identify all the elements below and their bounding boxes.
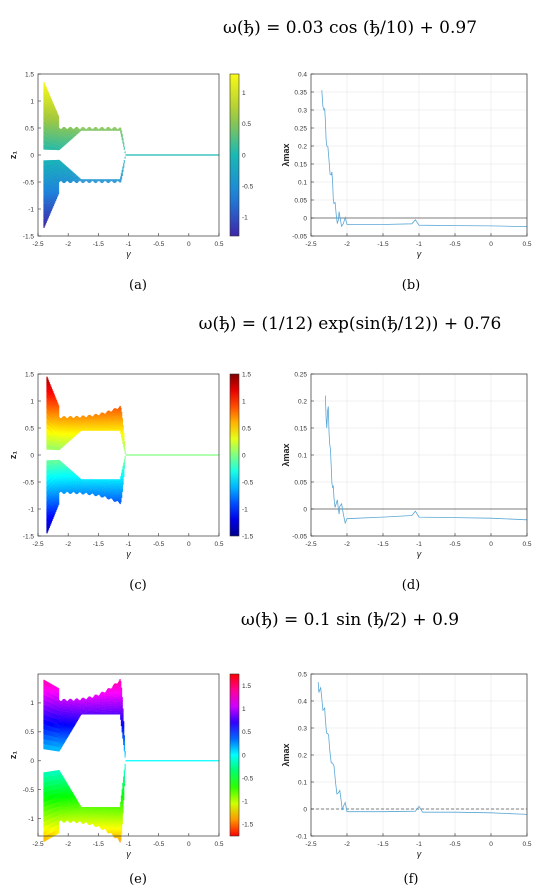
y-tick-label: 0.4 [298, 71, 307, 78]
y-tick-label: 0.35 [294, 89, 307, 96]
formula-row-3: ω(ђ) = 0.1 sin (ђ/2) + 0.9 [240, 610, 460, 630]
y-tick-label: -1.5 [23, 233, 35, 240]
y-tick-label: -1 [28, 206, 34, 213]
y-axis-label: z₁ [8, 151, 18, 160]
y-tick-label: 0 [30, 152, 34, 159]
y-tick-label: 0.25 [294, 125, 307, 132]
x-tick-label: -1.5 [93, 241, 105, 248]
y-tick-label: 0.15 [294, 161, 307, 168]
x-tick-label: -1.5 [377, 241, 389, 248]
x-tick-label: -1 [416, 241, 422, 248]
x-tick-label: -1 [126, 241, 132, 248]
formula-row-1: ω(ђ) = 0.03 cos (ђ/10) + 0.97 [222, 18, 478, 38]
colorbar-tick-label: 1 [242, 90, 246, 97]
x-tick-label: -2.5 [32, 241, 44, 248]
lyapunov-plot-b: -2.5 -2 -1.5 -1 -0.5 0 0.5 -0.05 0 0.05 0.1 0.15 0.2… [281, 71, 532, 259]
bifurcation-plot-c: -2.5 -2 -1.5 -1 -0.5 0 0.5-1.5-1-0.500.511.5γz… [8, 371, 254, 559]
x-tick-label: -2.5 [305, 241, 317, 248]
bifurcation-plot-a: -2.5 -2 -1.5 -1 -0.5 0 0.5 -1.5 -1 -0.5 0 0.5 1 1.5 γ z… [8, 71, 254, 259]
y-tick-label: 1.5 [25, 71, 34, 78]
colorbar-tick-label: -1 [242, 215, 248, 222]
y-tick-label: 0.5 [25, 125, 34, 132]
x-tick-label: -0.5 [153, 241, 165, 248]
x-tick-label: -2 [344, 241, 350, 248]
x-tick-label: 0 [489, 241, 493, 248]
formula-row-2: ω(ђ) = (1/12) exp(sin(ђ/12)) + 0.76 [198, 314, 502, 334]
y-tick-label: 0.05 [294, 197, 307, 204]
y-tick-label: -0.5 [23, 179, 35, 186]
y-tick-label: 0 [303, 215, 307, 222]
scatter-points [43, 82, 126, 228]
y-tick-label: -0.05 [292, 233, 307, 240]
x-tick-label: -2 [65, 241, 71, 248]
colorbar-tick-label: 0.5 [242, 121, 251, 128]
scatter-points [46, 376, 126, 534]
y-tick-label: 0.1 [298, 179, 307, 186]
y-tick-label: 0.3 [298, 107, 307, 114]
x-tick-label: 0 [187, 241, 191, 248]
x-tick-label: 0.5 [522, 241, 531, 248]
x-axis-label: γ [126, 249, 131, 259]
x-axis-label: γ [417, 249, 422, 259]
y-tick-label: 0.2 [298, 143, 307, 150]
colorbar [229, 73, 240, 237]
colorbar-tick-label: 0 [242, 152, 246, 159]
lyapunov-series-line [321, 90, 528, 228]
y-tick-label: 1 [30, 98, 34, 105]
y-axis-label: λmax [281, 143, 291, 166]
colorbar-tick-label: -0.5 [242, 183, 254, 190]
x-tick-label: -0.5 [449, 241, 461, 248]
x-tick-label: 0.5 [214, 241, 223, 248]
